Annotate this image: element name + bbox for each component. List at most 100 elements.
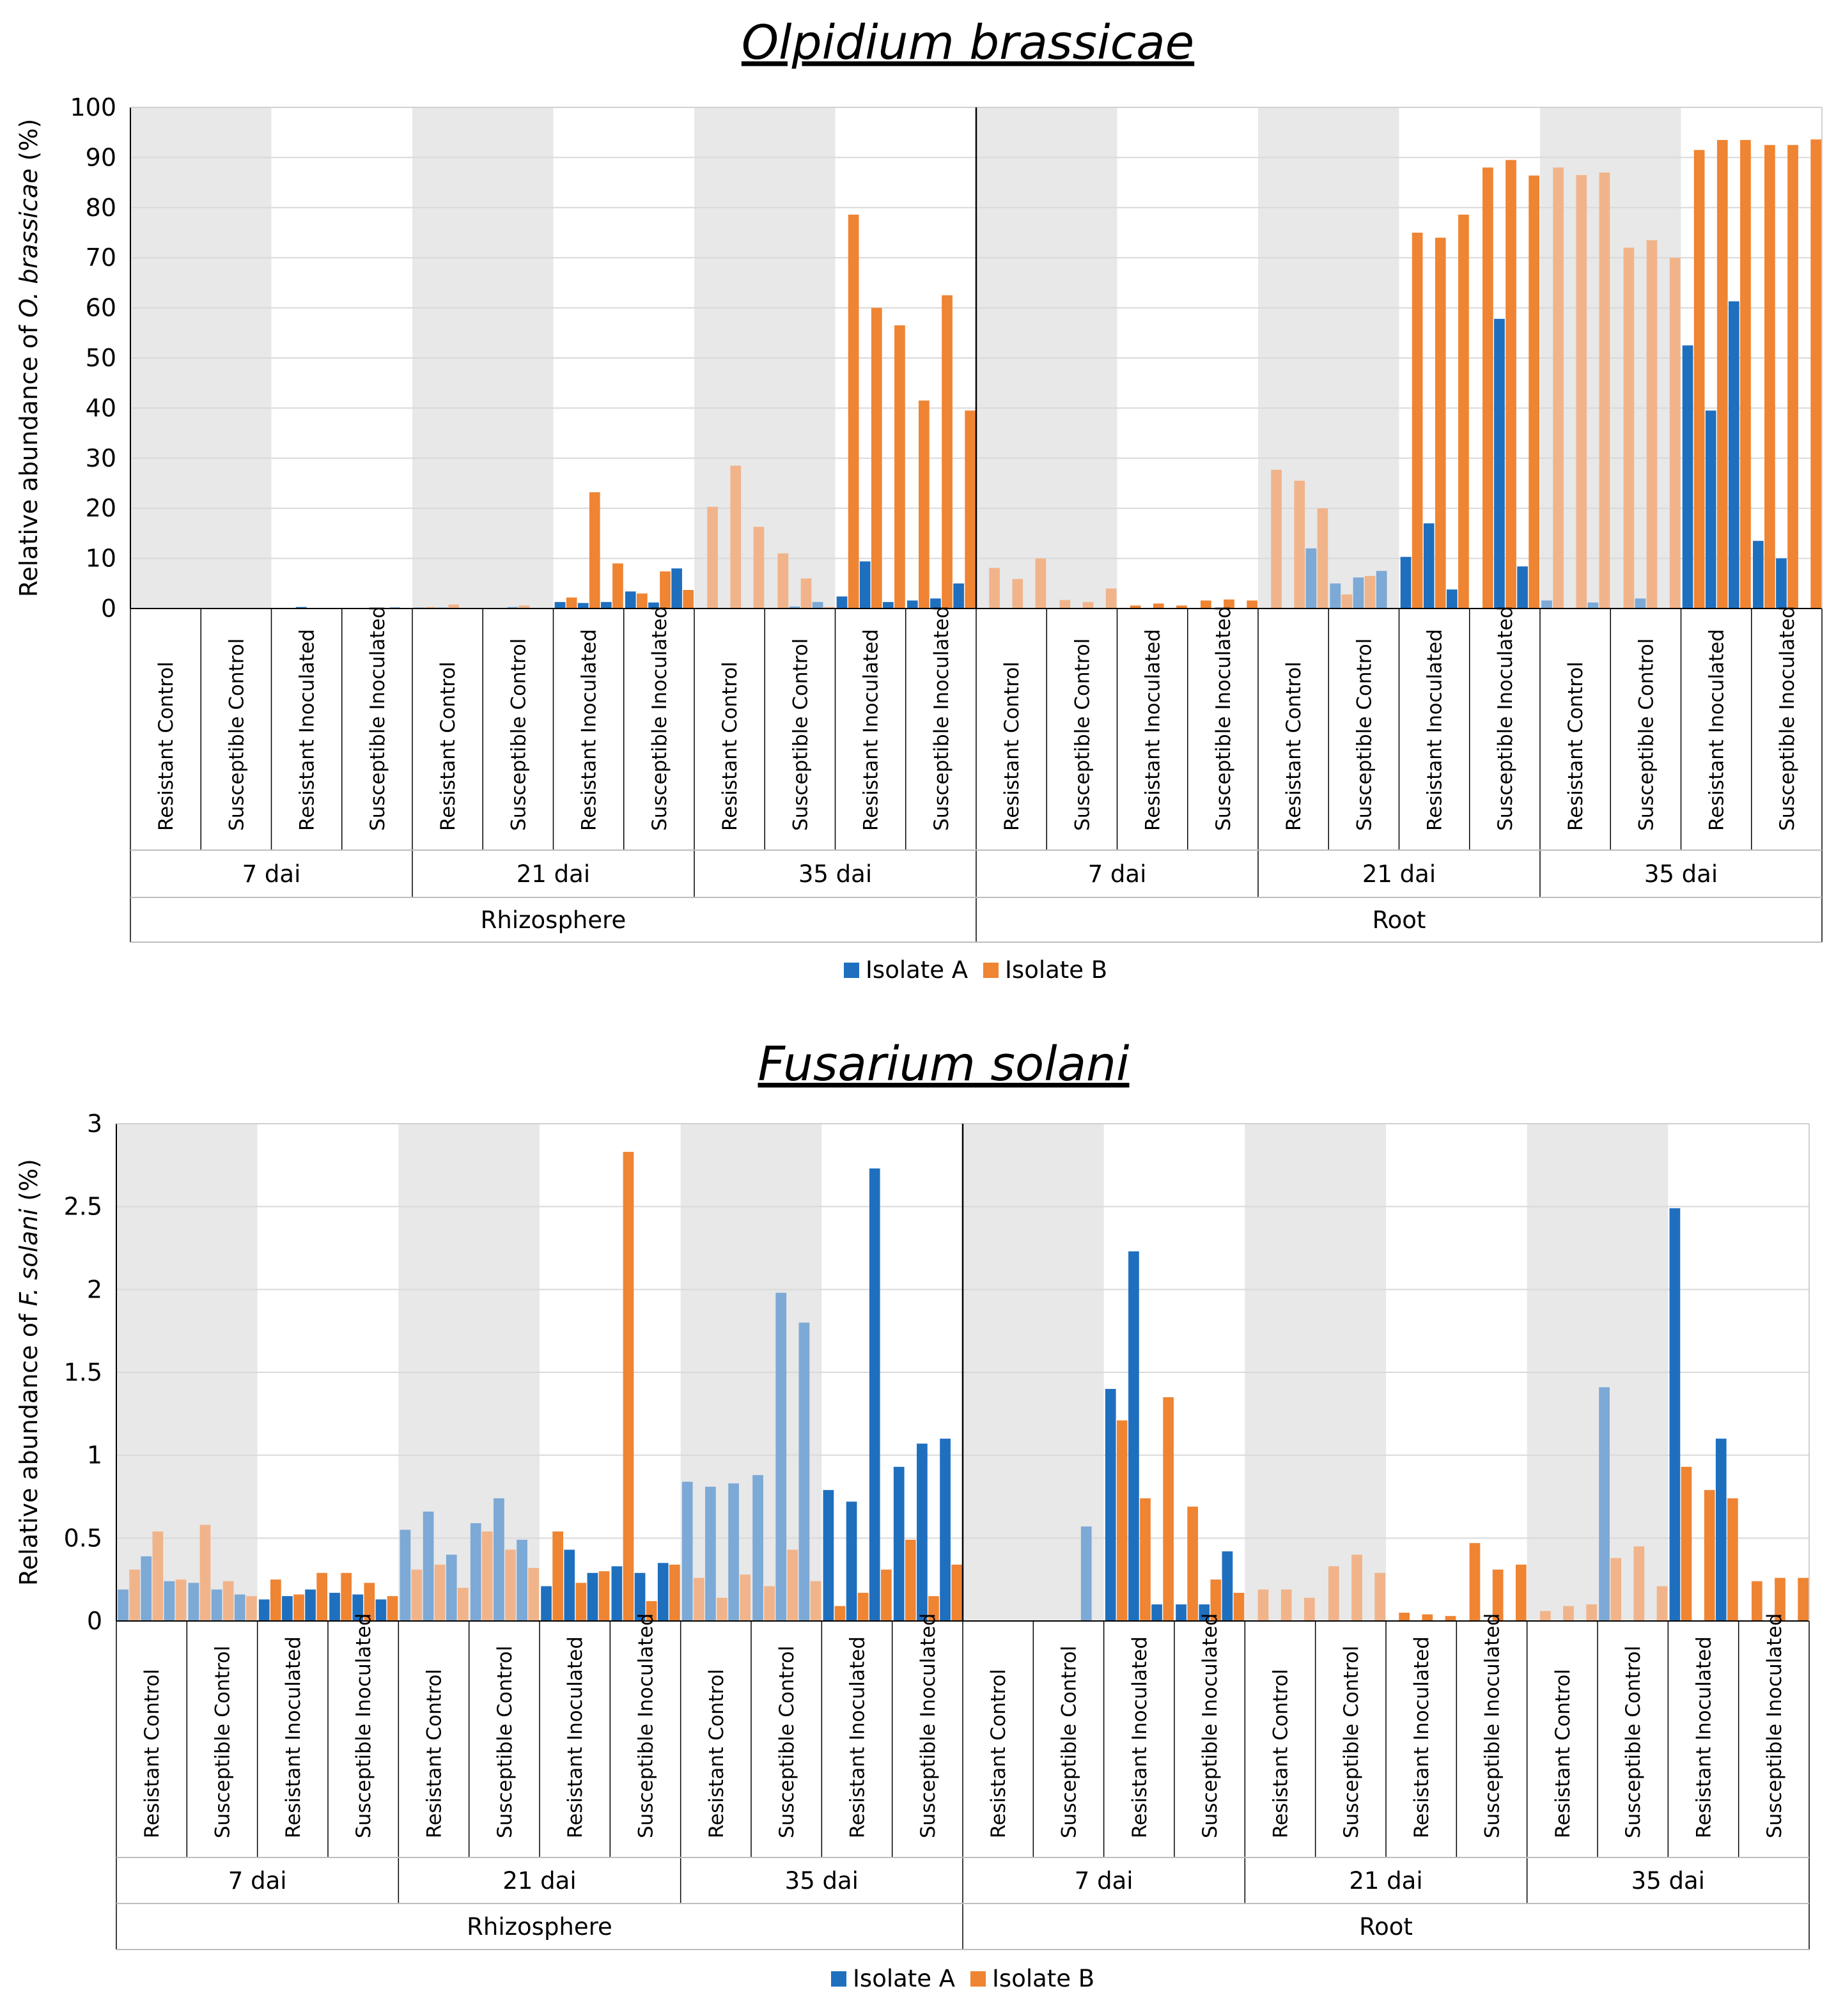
y-tick-label: 100: [70, 93, 116, 121]
bar-isolate-a: [705, 1486, 716, 1621]
bar-isolate-b: [660, 571, 671, 609]
bar-isolate-b: [1553, 167, 1564, 609]
bar-isolate-a: [1151, 1604, 1162, 1621]
category-label: Susceptible Control: [1353, 639, 1376, 831]
bar-isolate-a: [681, 1482, 693, 1621]
bar-isolate-b: [245, 1596, 257, 1621]
bar-isolate-b: [637, 593, 648, 609]
bar-isolate-b: [1492, 1569, 1504, 1621]
bar-isolate-b: [612, 563, 623, 609]
bar-isolate-a: [883, 601, 894, 609]
bar-isolate-b: [434, 1564, 446, 1621]
bar-isolate-b: [857, 1592, 869, 1621]
bar-isolate-b: [1303, 1597, 1315, 1621]
bar-isolate-a: [1305, 548, 1317, 609]
y-tick-label: 3: [87, 1110, 102, 1138]
bar-isolate-a: [625, 591, 636, 609]
bar-isolate-a: [141, 1556, 152, 1621]
bar-isolate-b: [411, 1569, 423, 1621]
legend-swatch-isolate-a: [844, 963, 859, 978]
legend-label-isolate-a: Isolate A: [866, 956, 968, 984]
bar-isolate-a: [423, 1511, 434, 1621]
bar-isolate-b: [1563, 1606, 1574, 1621]
bar-isolate-b: [740, 1574, 751, 1621]
y-tick-label: 40: [86, 394, 116, 422]
y-tick-label: 0: [87, 1607, 102, 1635]
category-label: Susceptible Control: [225, 639, 248, 831]
bar-isolate-b: [1163, 1397, 1174, 1621]
bar-isolate-a: [1705, 410, 1716, 609]
category-label: Resistant Inoculated: [282, 1636, 305, 1838]
bar-isolate-a: [517, 1539, 527, 1621]
bar-isolate-a: [1599, 1387, 1610, 1621]
bar-isolate-b: [919, 400, 930, 609]
category-label: Resistant Inoculated: [1424, 629, 1447, 831]
bar-isolate-b: [848, 214, 859, 609]
bar-isolate-b: [222, 1581, 234, 1621]
y-tick-label: 10: [86, 545, 116, 573]
bar-isolate-a: [1105, 1388, 1116, 1621]
bar-isolate-a: [587, 1572, 598, 1621]
chart-1: 0 10 20 30 40 50 60 70 80 90 100 Resistant Control S…: [15, 15, 1823, 984]
category-label: Resistant Control: [423, 1669, 446, 1838]
bar-isolate-b: [965, 410, 976, 609]
bar-isolate-a: [859, 561, 871, 609]
bar-isolate-b: [1140, 1498, 1151, 1621]
compartment-label: Rhizosphere: [481, 906, 626, 934]
bar-isolate-a: [507, 607, 518, 609]
bar-isolate-a: [577, 603, 589, 609]
bar-isolate-b: [1704, 1490, 1715, 1621]
bar-isolate-b: [1012, 578, 1023, 609]
bar-isolate-b: [942, 295, 953, 609]
bar-isolate-b: [623, 1152, 634, 1621]
bar-isolate-b: [1374, 1572, 1386, 1621]
bar-isolate-b: [1257, 1589, 1269, 1621]
bar-isolate-a: [1400, 557, 1412, 609]
bar-isolate-b: [764, 1586, 775, 1621]
category-label: Resistant Control: [1552, 1669, 1575, 1838]
bar-isolate-a: [846, 1501, 857, 1621]
bar-isolate-a: [752, 1475, 763, 1621]
bar-isolate-b: [1412, 233, 1423, 609]
bar-isolate-b: [1646, 240, 1658, 609]
category-label: Susceptible Control: [1340, 1646, 1363, 1838]
category-label: Resistant Inoculated: [564, 1636, 587, 1838]
bar-isolate-b: [1317, 508, 1328, 609]
bar-isolate-b: [1328, 1566, 1339, 1621]
bar-isolate-b: [1798, 1578, 1809, 1621]
category-label: Resistant Inoculated: [1410, 1636, 1433, 1838]
bar-isolate-b: [316, 1572, 328, 1621]
category-label: Susceptible Control: [1622, 1646, 1645, 1838]
bar-isolate-a: [1587, 602, 1599, 609]
bar-isolate-a: [1729, 301, 1739, 609]
category-label: Susceptible Inoculated: [1494, 606, 1517, 831]
bar-isolate-b: [387, 1596, 398, 1621]
legend-swatch-isolate-b: [970, 1971, 986, 1987]
bar-isolate-a: [446, 1555, 457, 1621]
y-axis-label-part: (%): [15, 119, 43, 169]
bar-isolate-b: [800, 578, 812, 609]
timepoint-label: 35 dai: [798, 860, 872, 888]
bar-isolate-b: [1351, 1555, 1362, 1621]
bar-isolate-a: [234, 1594, 245, 1621]
bar-isolate-a: [671, 568, 682, 609]
bar-isolate-a: [1199, 1604, 1210, 1621]
bar-isolate-b: [894, 325, 905, 609]
y-tick-label: 60: [86, 294, 116, 322]
category-label: Susceptible Control: [775, 1646, 798, 1838]
y-axis-label-part: (%): [15, 1159, 43, 1209]
bar-isolate-b: [1153, 603, 1164, 609]
bar-isolate-b: [951, 1564, 963, 1621]
category-label: Resistant Inoculated: [1693, 1636, 1716, 1838]
bar-isolate-a: [211, 1589, 222, 1621]
bar-isolate-a: [812, 601, 823, 609]
bar-isolate-b: [152, 1531, 164, 1621]
bar-isolate-a: [917, 1443, 928, 1621]
y-axis-label: Relative abundance of F. solani (%): [15, 1159, 43, 1586]
bar-isolate-a: [930, 598, 941, 609]
bar-isolate-b: [566, 597, 577, 609]
timepoint-label: 35 dai: [1644, 860, 1718, 888]
bar-isolate-a: [1517, 566, 1528, 609]
